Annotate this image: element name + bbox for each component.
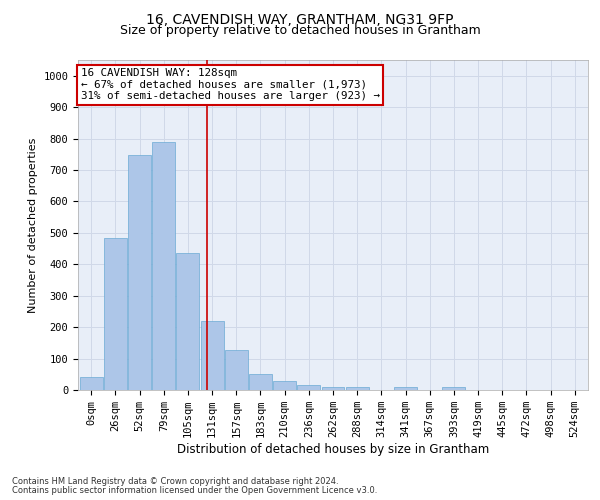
Bar: [104, 238, 127, 390]
Text: Size of property relative to detached houses in Grantham: Size of property relative to detached ho…: [119, 24, 481, 37]
Y-axis label: Number of detached properties: Number of detached properties: [28, 138, 38, 312]
Text: 16 CAVENDISH WAY: 128sqm
← 67% of detached houses are smaller (1,973)
31% of sem: 16 CAVENDISH WAY: 128sqm ← 67% of detach…: [80, 68, 380, 102]
Bar: [273, 381, 296, 390]
Bar: [128, 155, 151, 390]
Bar: [80, 377, 103, 390]
Bar: [322, 387, 344, 390]
Bar: [394, 388, 417, 390]
Bar: [442, 388, 466, 390]
Text: Contains public sector information licensed under the Open Government Licence v3: Contains public sector information licen…: [12, 486, 377, 495]
Bar: [346, 387, 368, 390]
Bar: [152, 142, 175, 390]
Bar: [298, 386, 320, 390]
Bar: [200, 321, 224, 390]
Bar: [249, 374, 272, 390]
X-axis label: Distribution of detached houses by size in Grantham: Distribution of detached houses by size …: [177, 443, 489, 456]
Bar: [176, 254, 199, 390]
Bar: [225, 350, 248, 390]
Text: 16, CAVENDISH WAY, GRANTHAM, NG31 9FP: 16, CAVENDISH WAY, GRANTHAM, NG31 9FP: [146, 12, 454, 26]
Text: Contains HM Land Registry data © Crown copyright and database right 2024.: Contains HM Land Registry data © Crown c…: [12, 477, 338, 486]
